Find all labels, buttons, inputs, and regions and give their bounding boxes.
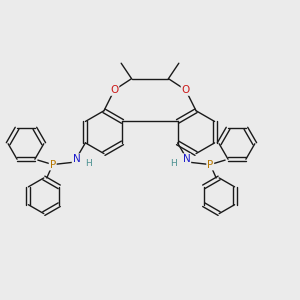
Text: H: H xyxy=(85,159,92,168)
Text: O: O xyxy=(110,85,118,95)
Text: P: P xyxy=(207,160,213,170)
Text: H: H xyxy=(171,159,177,168)
Text: N: N xyxy=(183,154,190,164)
Text: P: P xyxy=(50,160,56,170)
Text: N: N xyxy=(73,154,80,164)
Text: O: O xyxy=(182,85,190,95)
